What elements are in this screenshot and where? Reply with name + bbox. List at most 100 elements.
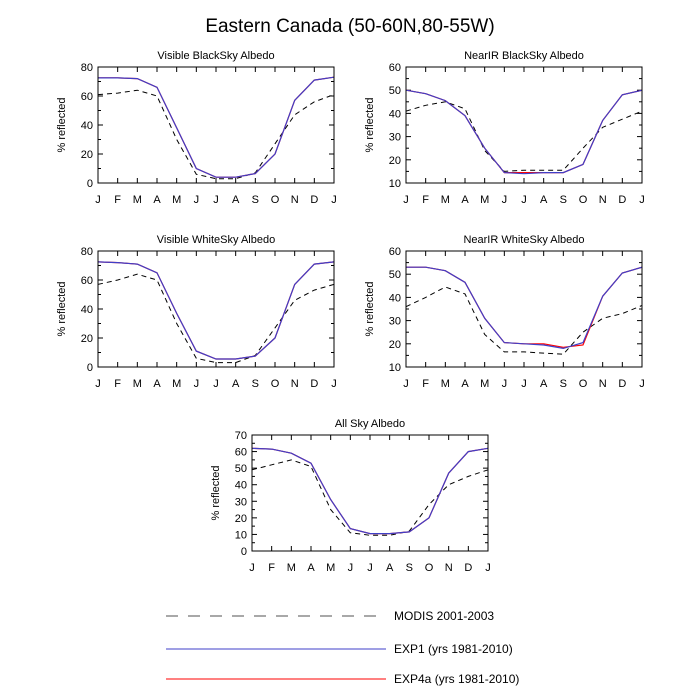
y-tick-label: 0 xyxy=(87,362,93,374)
x-tick-label: J xyxy=(348,562,354,574)
x-tick-label: M xyxy=(133,194,142,206)
x-tick-label: M xyxy=(172,378,181,390)
chart-panel: NearIR WhiteSky Albedo % reflected 10 20 30 4… xyxy=(364,234,645,390)
series-line-modis-2001-2003 xyxy=(406,101,642,172)
series-line-modis-2001-2003 xyxy=(406,286,642,355)
x-tick-label: J xyxy=(502,194,508,206)
y-tick-label: 40 xyxy=(389,108,401,120)
x-tick-label: D xyxy=(310,194,318,206)
y-tick-label: 80 xyxy=(81,62,93,74)
y-tick-label: 20 xyxy=(235,513,247,525)
x-tick-label: A xyxy=(461,194,469,206)
x-tick-label: J xyxy=(403,378,409,390)
x-tick-label: O xyxy=(425,562,434,574)
x-tick-label: S xyxy=(252,194,259,206)
y-tick-label: 10 xyxy=(235,529,247,541)
x-tick-label: J xyxy=(502,378,508,390)
legend: MODIS 2001-2003 EXP1 (yrs 1981-2010) EXP4a… xyxy=(166,609,519,686)
series-line-exp4a-yrs-1981-2010 xyxy=(406,266,642,348)
x-tick-label: J xyxy=(95,378,101,390)
x-tick-label: J xyxy=(521,194,527,206)
x-tick-label: F xyxy=(114,194,121,206)
chart-panel: All Sky Albedo % reflected 0 10 20 30 40 50 60 70… xyxy=(210,418,491,574)
legend-label: EXP1 (yrs 1981-2010) xyxy=(394,642,513,656)
x-tick-label: A xyxy=(153,194,161,206)
series-line-exp1-yrs-1981-2010 xyxy=(98,261,334,360)
y-axis-label: % reflected xyxy=(364,281,376,336)
x-tick-label: N xyxy=(291,194,299,206)
x-tick-label: M xyxy=(441,378,450,390)
x-tick-label: J xyxy=(213,378,219,390)
y-axis-label: % reflected xyxy=(56,97,68,152)
series-line-modis-2001-2003 xyxy=(252,459,488,536)
x-tick-label: D xyxy=(618,194,626,206)
y-tick-label: 30 xyxy=(389,316,401,328)
panel-title: NearIR BlackSky Albedo xyxy=(464,50,584,62)
panel-title: Visible BlackSky Albedo xyxy=(157,50,274,62)
y-axis-label: % reflected xyxy=(364,97,376,152)
x-tick-label: O xyxy=(579,194,588,206)
x-tick-label: S xyxy=(560,378,567,390)
series-line-exp4a-yrs-1981-2010 xyxy=(98,261,334,360)
y-tick-label: 70 xyxy=(235,430,247,442)
y-tick-label: 50 xyxy=(389,269,401,281)
y-tick-label: 10 xyxy=(389,178,401,190)
panel-title: NearIR WhiteSky Albedo xyxy=(463,234,584,246)
x-tick-label: J xyxy=(194,194,200,206)
y-tick-label: 20 xyxy=(81,333,93,345)
x-tick-label: J xyxy=(331,378,337,390)
y-tick-label: 60 xyxy=(235,447,247,459)
x-tick-label: A xyxy=(153,378,161,390)
x-tick-label: J xyxy=(95,194,101,206)
x-tick-label: F xyxy=(114,378,121,390)
x-tick-label: O xyxy=(579,378,588,390)
x-tick-label: A xyxy=(307,562,315,574)
y-tick-label: 20 xyxy=(389,155,401,167)
plot-frame xyxy=(405,66,643,184)
x-tick-label: N xyxy=(291,378,299,390)
y-tick-label: 40 xyxy=(81,120,93,132)
chart-panel: NearIR BlackSky Albedo % reflected 10 20 30 4… xyxy=(364,50,645,206)
x-tick-label: M xyxy=(326,562,335,574)
plot-frame xyxy=(97,250,335,368)
x-tick-label: M xyxy=(133,378,142,390)
y-tick-label: 20 xyxy=(389,339,401,351)
x-tick-label: J xyxy=(639,194,645,206)
x-tick-label: D xyxy=(310,378,318,390)
series-line-exp1-yrs-1981-2010 xyxy=(406,266,642,350)
legend-label: EXP4a (yrs 1981-2010) xyxy=(394,672,519,686)
x-tick-label: A xyxy=(232,194,240,206)
x-tick-label: J xyxy=(521,378,527,390)
x-tick-label: O xyxy=(271,194,280,206)
series-line-exp1-yrs-1981-2010 xyxy=(252,447,488,535)
legend-label: MODIS 2001-2003 xyxy=(394,609,494,623)
series-line-exp4a-yrs-1981-2010 xyxy=(98,76,334,178)
series-line-exp1-yrs-1981-2010 xyxy=(406,89,642,175)
plot-frame xyxy=(97,66,335,184)
x-tick-label: J xyxy=(367,562,373,574)
x-tick-label: J xyxy=(213,194,219,206)
x-tick-label: N xyxy=(445,562,453,574)
x-tick-label: N xyxy=(599,378,607,390)
x-tick-label: A xyxy=(386,562,394,574)
panel-title: All Sky Albedo xyxy=(335,418,405,430)
y-tick-label: 0 xyxy=(241,546,247,558)
panels: Visible BlackSky Albedo % reflected 0 20 40 6… xyxy=(56,50,645,574)
x-tick-label: M xyxy=(441,194,450,206)
y-axis-label: % reflected xyxy=(210,465,222,520)
x-tick-label: O xyxy=(271,378,280,390)
y-tick-label: 80 xyxy=(81,246,93,258)
x-tick-label: M xyxy=(480,194,489,206)
x-tick-label: M xyxy=(172,194,181,206)
x-tick-label: J xyxy=(639,378,645,390)
y-tick-label: 40 xyxy=(389,292,401,304)
chart-panel: Visible BlackSky Albedo % reflected 0 20 40 6… xyxy=(56,50,337,206)
x-tick-label: F xyxy=(268,562,275,574)
x-tick-label: A xyxy=(540,194,548,206)
series-line-modis-2001-2003 xyxy=(98,273,334,364)
figure-title: Eastern Canada (50-60N,80-55W) xyxy=(205,16,494,37)
x-tick-label: D xyxy=(464,562,472,574)
plot-frame xyxy=(405,250,643,368)
y-tick-label: 50 xyxy=(235,463,247,475)
x-tick-label: S xyxy=(406,562,413,574)
